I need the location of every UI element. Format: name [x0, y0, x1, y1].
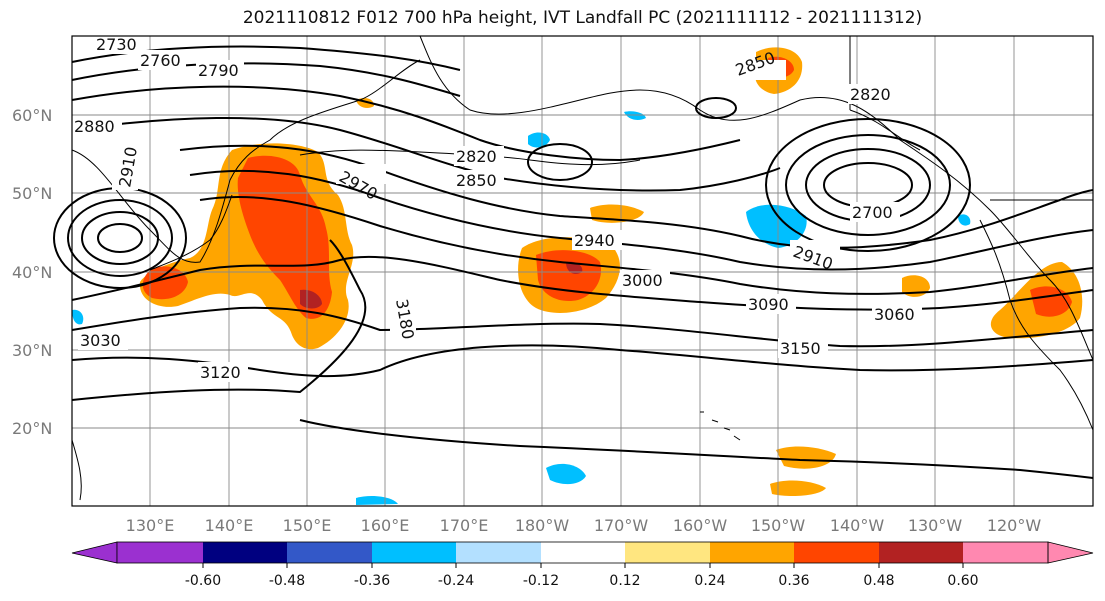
lon-label: 130°E	[126, 516, 175, 535]
contour-label: 2730	[96, 35, 137, 54]
contour-label: 2820	[850, 85, 891, 104]
latitude-labels: 60°N 50°N 40°N 30°N 20°N	[12, 106, 52, 438]
contour-label: 2760	[140, 51, 181, 70]
ivt-negative-region	[528, 132, 550, 148]
contour-label: 3120	[200, 363, 241, 382]
ivt-negative-region	[356, 496, 398, 505]
contour-label: 2850	[456, 171, 497, 190]
ivt-negative-region	[746, 204, 807, 248]
contour-label: 3090	[748, 295, 789, 314]
ivt-positive-region	[776, 446, 836, 469]
lat-label: 60°N	[12, 106, 52, 125]
colorbar-segment	[625, 542, 710, 563]
lat-label: 40°N	[12, 263, 52, 282]
colorbar-segment-max	[1047, 541, 1094, 564]
lon-label: 130°W	[908, 516, 963, 535]
colorbar-tick-label: 0.24	[694, 573, 725, 589]
colorbar-segment	[794, 542, 879, 563]
lat-label: 50°N	[12, 184, 52, 203]
colorbar-tick-label: 0.12	[609, 573, 640, 589]
ivt-positive-region	[142, 266, 188, 300]
map-panel: 2730 2760 2790 2880 2910 2820 2850 2970 …	[53, 34, 1094, 507]
lon-label: 170°W	[594, 516, 649, 535]
ivt-negative-region	[72, 309, 84, 325]
colorbar-tick-marks	[202, 563, 964, 568]
hawaii-islands	[700, 411, 741, 441]
japan-coast	[149, 194, 233, 271]
contour-label: 3150	[780, 339, 821, 358]
contour-label: 2940	[574, 231, 615, 250]
map-title: 2021110812 F012 700 hPa height, IVT Land…	[242, 8, 923, 28]
colorbar-segment	[541, 542, 625, 563]
colorbar-segment	[710, 542, 794, 563]
longitude-labels: 130°E 140°E 150°E 160°E 170°E 180°W 170°…	[126, 516, 1042, 535]
colorbar-segment	[287, 542, 372, 563]
colorbar-tick-label: 0.60	[947, 573, 978, 589]
colorbar-segment	[456, 542, 541, 563]
contour-label: 2700	[852, 203, 893, 222]
ivt-positive-high	[300, 289, 322, 309]
ivt-negative-region	[624, 111, 646, 120]
lon-label: 160°W	[673, 516, 728, 535]
colorbar-segment	[879, 542, 963, 563]
lon-label: 120°W	[987, 516, 1042, 535]
colorbar-tick-label: -0.24	[438, 573, 474, 589]
map-border	[71, 35, 1094, 507]
colorbar-segment-min	[71, 541, 118, 564]
lat-label: 30°N	[12, 341, 52, 360]
lon-label: 140°W	[830, 516, 885, 535]
colorbar-segment	[372, 542, 456, 563]
contour-label: 2880	[74, 117, 115, 136]
colorbar-border	[116, 541, 1049, 564]
colorbar-tick-label: -0.36	[354, 573, 390, 589]
contour-label: 2790	[198, 61, 239, 80]
colorbar-segment	[963, 542, 1048, 563]
ivt-negative-region	[958, 214, 971, 226]
colorbar-tick-label: 0.48	[863, 573, 894, 589]
lon-label: 140°E	[205, 516, 254, 535]
colorbar-tick-label: -0.12	[523, 573, 559, 589]
ivt-positive-region	[770, 480, 826, 496]
ivt-negative-region	[546, 463, 586, 485]
graticule	[72, 36, 1093, 506]
colorbar-tick-label: -0.60	[185, 573, 221, 589]
colorbar-segment	[117, 542, 203, 563]
colorbar-tick-label: 0.36	[778, 573, 809, 589]
contour-label-group: 2730 2760 2790 2880 2910 2820 2850 2970 …	[72, 34, 922, 382]
low-center-west	[97, 223, 143, 253]
contour-label: 3030	[80, 331, 121, 350]
contour-label: 3000	[622, 271, 663, 290]
philippines-coast	[71, 439, 82, 501]
contour-label: 2820	[456, 147, 497, 166]
ivt-positive-core	[237, 155, 332, 319]
colorbar: -0.60 -0.48 -0.36 -0.24 -0.12 0.12 0.24 …	[71, 541, 1094, 589]
lon-label: 150°E	[283, 516, 332, 535]
lon-label: 150°W	[751, 516, 806, 535]
contour-label: 3060	[874, 305, 915, 324]
lon-label: 180°W	[515, 516, 570, 535]
lon-label: 160°E	[361, 516, 410, 535]
lon-label: 170°E	[440, 516, 489, 535]
lat-label: 20°N	[12, 419, 52, 438]
colorbar-segment	[203, 542, 287, 563]
alaska-coast	[419, 35, 1094, 361]
colorbar-tick-label: -0.48	[269, 573, 305, 589]
